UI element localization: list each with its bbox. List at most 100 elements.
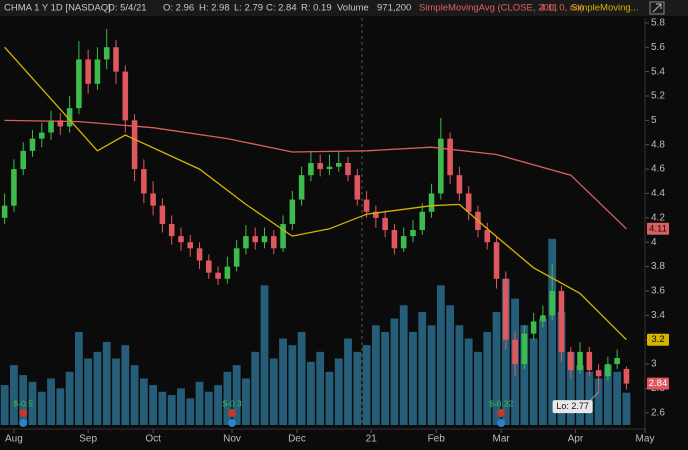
candle-body	[335, 163, 342, 167]
last-value-label: 3.2	[651, 334, 664, 345]
candle-body	[243, 236, 249, 249]
candle-body	[549, 290, 555, 316]
candle-body	[261, 236, 268, 243]
volume-label: Volume	[337, 3, 369, 14]
candle-body	[354, 175, 361, 200]
volume-bar	[418, 311, 427, 425]
event-icon	[497, 419, 506, 427]
candle-body	[558, 290, 565, 352]
volume-bar	[381, 331, 390, 425]
volume-bar	[399, 305, 408, 425]
volume-bar	[446, 305, 455, 425]
candle-body	[317, 163, 323, 170]
volume-bar	[427, 325, 436, 425]
candle-body	[122, 71, 129, 121]
volume-bar	[102, 341, 111, 425]
candle-body	[447, 138, 453, 176]
candle-body	[206, 260, 212, 273]
y-tick-label: 5.8	[651, 18, 665, 29]
icon-arrow[interactable]	[652, 3, 662, 13]
candle-body	[410, 230, 416, 237]
volume-bar	[214, 385, 222, 425]
candle-body	[252, 236, 258, 243]
volume-bar	[158, 391, 167, 425]
volume-bar	[260, 285, 269, 425]
volume-bar	[121, 345, 130, 425]
candle-body	[298, 175, 305, 200]
candle-body	[391, 230, 398, 249]
candle-body	[326, 166, 333, 170]
y-tick-label: 3	[651, 359, 657, 370]
candle-body	[113, 47, 119, 72]
y-tick-label: 3.6	[651, 286, 665, 297]
x-tick-label: Dec	[288, 434, 306, 445]
candle-body	[11, 169, 17, 206]
study-2: SimpleMoving...	[571, 3, 639, 14]
candle-body	[456, 175, 463, 194]
study-1: SimpleMovingAvg (CLOSE, 200, 0, no)	[419, 3, 584, 14]
x-tick-label: Aug	[5, 434, 23, 445]
low: L: 2.79	[234, 3, 263, 14]
volume-bar	[585, 371, 594, 425]
volume-bar	[576, 365, 584, 425]
candle-body	[66, 108, 73, 127]
candle-body	[605, 364, 611, 377]
volume-bar	[325, 371, 334, 425]
volume-bar	[56, 388, 65, 425]
x-tick-label: Feb	[428, 434, 446, 445]
volume-bar	[232, 365, 241, 425]
volume-bar	[130, 365, 139, 425]
y-tick-label: 5.2	[651, 91, 665, 102]
volume-bar	[204, 391, 213, 425]
candle-body	[373, 211, 379, 218]
volume-bar	[74, 331, 83, 425]
candle-body	[289, 199, 296, 224]
symbol: CHMA 1 Y 1D [NASDAQ]	[4, 3, 111, 14]
candle-body	[38, 132, 45, 139]
candle-body	[141, 169, 147, 194]
volume-bar	[622, 392, 631, 425]
volume-bar	[409, 331, 417, 425]
last-value-label: 4.11	[649, 223, 667, 234]
candle-body	[577, 351, 583, 371]
candle-body	[57, 120, 64, 127]
candle-body	[48, 120, 54, 133]
volume-bar	[10, 365, 18, 425]
y-tick-label: 3.4	[651, 310, 665, 321]
event-icon	[19, 409, 28, 417]
x-tick-label: May	[636, 434, 655, 445]
last-value-label: 2.84	[649, 378, 668, 389]
volume-bar	[529, 338, 538, 425]
candle-body	[493, 242, 500, 279]
candle-body	[150, 193, 156, 206]
candle-body	[178, 236, 184, 243]
event-icon	[497, 409, 506, 417]
candle-body	[484, 230, 491, 243]
volume-bar	[548, 238, 557, 425]
header-bar	[0, 0, 688, 16]
candle-body	[159, 205, 166, 224]
x-tick-label: Sep	[79, 434, 97, 445]
y-tick-label: 5.6	[651, 42, 665, 53]
volume-bar	[149, 385, 158, 425]
candle-body	[623, 368, 630, 384]
volume-value: 971,200	[377, 3, 411, 14]
volume-bar	[195, 381, 204, 425]
candle-body	[400, 236, 407, 249]
icon-frame[interactable]	[649, 1, 665, 15]
sma-line	[4, 46, 627, 341]
settings-icon[interactable]	[649, 1, 665, 15]
candle-body	[103, 47, 110, 60]
candle-body	[382, 217, 388, 231]
candle-body	[94, 59, 101, 84]
event-icon	[19, 419, 28, 427]
y-tick-label: 3.8	[651, 261, 665, 272]
volume-bar	[483, 331, 492, 425]
last-value-box	[647, 222, 669, 235]
candle-body	[438, 138, 444, 194]
candle-body	[270, 236, 277, 249]
candle-body	[131, 120, 138, 170]
volume-bar	[93, 351, 102, 425]
low-label: Lo: 2.77	[556, 401, 589, 411]
candle-body	[85, 59, 91, 84]
